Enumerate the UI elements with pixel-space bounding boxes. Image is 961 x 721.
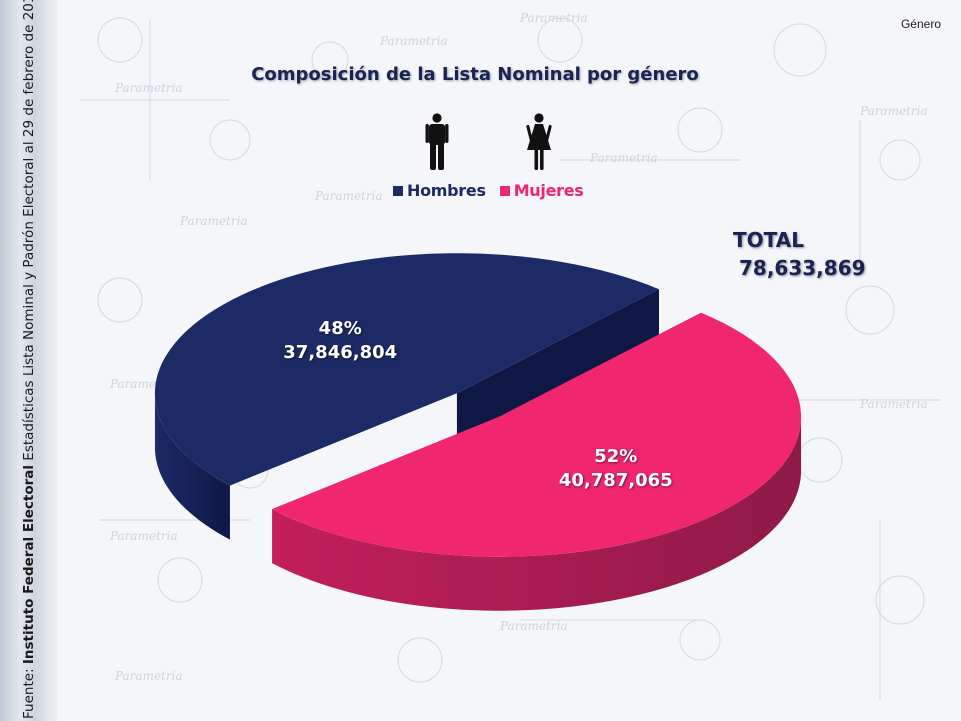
legend-label-hombres: Hombres: [407, 181, 486, 200]
pie-side-hombres: [154, 390, 230, 540]
legend-swatch-mujeres: [499, 185, 510, 196]
pie-slice-mujeres: [272, 312, 802, 611]
chart-title: Composición de la Lista Nominal por géne…: [251, 64, 699, 85]
svg-text:Parametria: Parametria: [519, 11, 588, 25]
svg-text:Parametria: Parametria: [589, 151, 658, 165]
pie-side-mujeres: [272, 416, 802, 611]
legend-label-mujeres: Mujeres: [513, 181, 584, 200]
svg-text:Parametria: Parametria: [859, 104, 928, 118]
left-decorative-band: [0, 0, 58, 721]
total-value: 78,633,869: [739, 256, 866, 280]
legend-item-mujeres: Mujeres: [499, 181, 584, 200]
svg-text:Parametria: Parametria: [859, 397, 928, 411]
section-label: Género: [900, 17, 941, 31]
legend-item-hombres: Hombres: [393, 181, 486, 200]
pie-top-mujeres: [272, 312, 802, 557]
legend-swatch-hombres: [393, 185, 403, 196]
svg-text:Parametria: Parametria: [114, 81, 183, 95]
female-figure-icon: [526, 113, 552, 170]
slice-label-mujeres: 52% 40,787,065: [536, 445, 696, 493]
svg-text:Parametria: Parametria: [314, 189, 383, 203]
svg-text:Parametria: Parametria: [379, 34, 448, 48]
chart-legend: Hombres Mujeres: [393, 181, 584, 200]
svg-text:Parametria: Parametria: [499, 619, 568, 633]
svg-text:Parametria: Parametria: [179, 214, 248, 228]
slice-count-hombres: 37,846,804: [283, 342, 398, 364]
male-figure-icon: [425, 113, 449, 170]
slice-label-hombres: 48% 37,846,804: [260, 317, 420, 365]
svg-text:Parametria: Parametria: [109, 529, 178, 543]
pie-slice-hombres: [154, 253, 659, 540]
pie-cut-hombres: [456, 289, 659, 448]
pie-top-hombres: [154, 253, 659, 486]
total-label: TOTAL: [733, 228, 804, 252]
slice-percent-hombres: 48%: [318, 318, 362, 340]
slice-percent-mujeres: 52%: [594, 445, 638, 467]
svg-text:Parametria: Parametria: [114, 669, 183, 683]
slice-count-mujeres: 40,787,065: [558, 469, 673, 491]
